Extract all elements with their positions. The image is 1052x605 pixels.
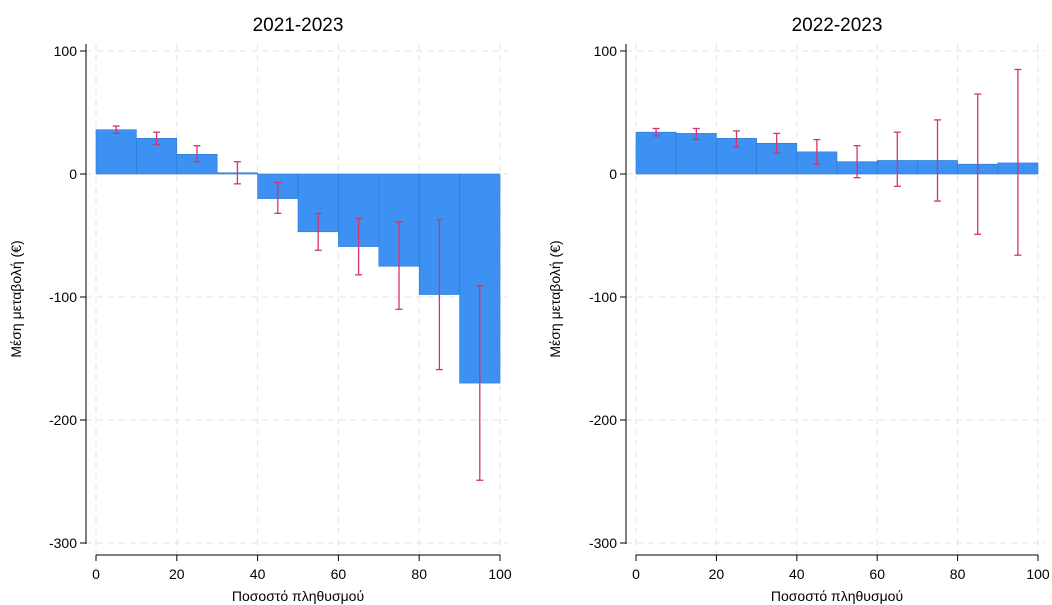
y-axis-label: Μέση μεταβολή (€) — [547, 240, 563, 357]
y-tick-label: -200 — [589, 412, 617, 428]
plot-area: 0 20 40 60 80 100 100 0 -100 -200 -300 — [49, 43, 512, 582]
x-tick-label: 20 — [709, 566, 725, 582]
y-tick-label: -200 — [49, 412, 77, 428]
chart-title: 2021-2023 — [253, 15, 344, 36]
y-tick-label: -100 — [589, 289, 617, 305]
x-tick-label: 60 — [869, 566, 885, 582]
x-tick-label: 40 — [250, 566, 266, 582]
x-axis-label: Ποσοστό πληθυσμού — [771, 588, 903, 604]
plot-area: 0 20 40 60 80 100 100 0 -100 -200 -300 — [589, 43, 1050, 582]
chart-title: 2022-2023 — [792, 15, 883, 36]
x-tick-label: 0 — [92, 566, 100, 582]
y-tick-label: 100 — [594, 43, 618, 59]
x-tick-label: 0 — [632, 566, 640, 582]
x-tick-label: 100 — [1026, 566, 1050, 582]
y-axis-label: Μέση μεταβολή (€) — [8, 240, 24, 357]
y-tick-label: 0 — [609, 166, 617, 182]
x-tick-label: 80 — [950, 566, 966, 582]
chart-2021-2023: 2021-2023 Ποσοστό πληθυσμού Μέση μεταβολ… — [8, 15, 512, 604]
x-tick-label: 100 — [488, 566, 512, 582]
y-tick-label: 0 — [69, 166, 77, 182]
x-tick-label: 40 — [789, 566, 805, 582]
y-tick-label: -300 — [589, 535, 617, 551]
x-axis-label: Ποσοστό πληθυσμού — [232, 588, 364, 604]
bar — [635, 131, 677, 175]
y-tick-label: -100 — [49, 289, 77, 305]
y-tick-label: -300 — [49, 535, 77, 551]
y-tick-label: 100 — [54, 43, 78, 59]
x-tick-label: 20 — [169, 566, 185, 582]
chart-2022-2023: 2022-2023 Ποσοστό πληθυσμού Μέση μεταβολ… — [547, 15, 1050, 604]
x-tick-label: 80 — [411, 566, 427, 582]
x-tick-label: 60 — [331, 566, 347, 582]
bar — [95, 129, 137, 175]
